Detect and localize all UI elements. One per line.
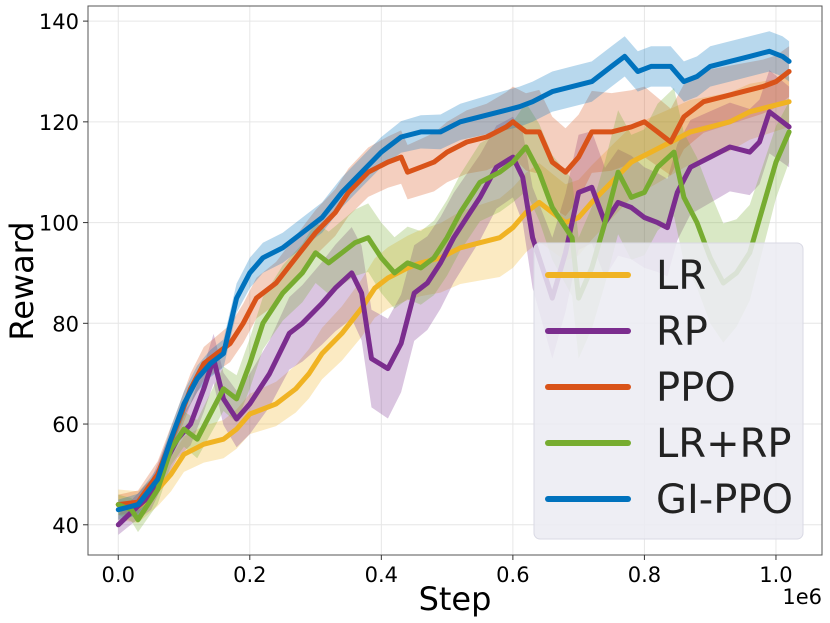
legend-label: LR bbox=[656, 253, 706, 299]
x-offset-label: 1e6 bbox=[782, 585, 822, 609]
x-tick-label: 1.0 bbox=[759, 563, 792, 587]
confidence-bands bbox=[118, 31, 790, 535]
band-gi-ppo bbox=[118, 31, 790, 520]
line-gi-ppo bbox=[115, 48, 792, 513]
y-tick-label: 40 bbox=[52, 514, 79, 538]
line-rp bbox=[115, 109, 792, 528]
legend-entry-gi-ppo: GI-PPO bbox=[545, 477, 793, 523]
legend-entry-lr-plus-rp: LR+RP bbox=[545, 421, 792, 467]
line-ppo bbox=[115, 69, 792, 508]
band-rp bbox=[118, 70, 790, 535]
ticks: 0.0 0.2 0.4 0.6 0.8 1.0 40 60 80 100 120 140 bbox=[39, 10, 793, 587]
x-tick-label: 0.8 bbox=[628, 563, 661, 587]
line-lr-plus-rp bbox=[115, 129, 792, 523]
series-lines bbox=[115, 48, 792, 528]
x-tick-label: 0.6 bbox=[496, 563, 529, 587]
y-tick-label: 100 bbox=[39, 212, 79, 236]
x-tick-label: 0.4 bbox=[365, 563, 398, 587]
legend-label: PPO bbox=[656, 365, 736, 411]
legend-label: RP bbox=[656, 309, 708, 355]
line-lr bbox=[115, 99, 792, 510]
y-tick-label: 120 bbox=[39, 111, 79, 135]
plot-frame bbox=[87, 5, 823, 556]
legend-entry-ppo: PPO bbox=[545, 365, 736, 411]
legend-entry-rp: RP bbox=[545, 309, 708, 355]
legend-label: LR+RP bbox=[656, 421, 792, 467]
x-tick-label: 0.2 bbox=[233, 563, 266, 587]
legend-label: GI-PPO bbox=[656, 477, 793, 523]
y-axis-title: Reward bbox=[3, 221, 41, 340]
x-axis-title: Step bbox=[419, 580, 492, 618]
legend-box bbox=[533, 242, 804, 540]
y-tick-label: 140 bbox=[39, 10, 79, 34]
band-lr bbox=[118, 76, 790, 523]
band-ppo bbox=[118, 46, 790, 515]
y-tick-label: 60 bbox=[52, 413, 79, 437]
band-lr-plus-rp bbox=[118, 88, 790, 533]
y-tick-label: 80 bbox=[52, 312, 79, 336]
x-tick-label: 0.0 bbox=[102, 563, 135, 587]
legend: LR RP PPO LR+RP GI-PPO bbox=[533, 242, 804, 540]
legend-entry-lr: LR bbox=[545, 253, 706, 299]
